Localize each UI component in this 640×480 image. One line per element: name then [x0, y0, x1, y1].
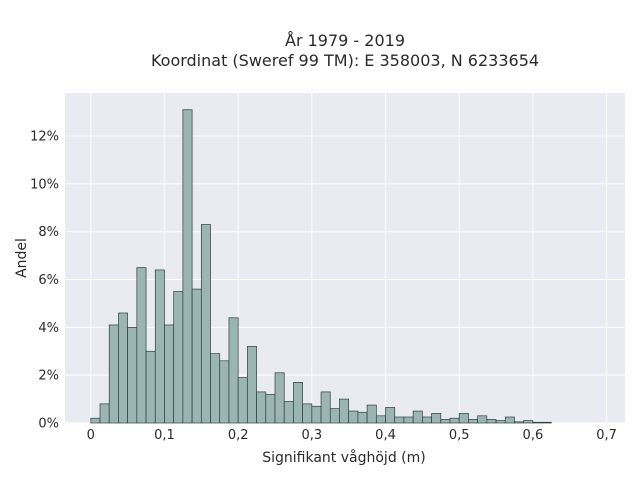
histogram-bar-43: [486, 419, 497, 424]
y-axis-ticks: 0% 2% 4% 6% 8% 10% 12%: [30, 130, 59, 432]
histogram-bar-11: [191, 288, 202, 424]
x-tick-label-2: 0,2: [228, 428, 249, 443]
y-tick-label-1: 2%: [38, 369, 59, 384]
histogram-bar-34: [403, 416, 414, 424]
histogram-bar-0: [90, 417, 101, 424]
y-tick-label-2: 4%: [38, 321, 59, 336]
histogram-bar-39: [449, 417, 460, 424]
histogram-bar-32: [385, 407, 396, 424]
histogram-bar-22: [293, 381, 303, 424]
histogram-bar-16: [237, 377, 248, 424]
histogram-bar-10: [182, 109, 193, 424]
histogram-bar-5: [136, 267, 147, 424]
x-axis-label: Signifikant våghöjd (m): [262, 449, 425, 466]
histogram-bar-3: [118, 312, 128, 424]
histogram-bar-9: [173, 291, 184, 424]
histogram-bar-14: [219, 360, 230, 424]
histogram-bar-18: [256, 391, 267, 424]
x-tick-label-5: 0,5: [449, 428, 470, 443]
histogram-bar-15: [228, 317, 239, 424]
histogram-bar-4: [127, 326, 138, 424]
x-tick-label-1: 0,1: [154, 428, 175, 443]
histogram-bar-35: [412, 410, 423, 424]
histogram-bar-8: [164, 324, 175, 424]
histogram-bar-31: [375, 415, 386, 424]
histogram-bar-36: [422, 416, 432, 424]
histogram-bar-38: [440, 419, 451, 424]
histogram-bar-45: [504, 416, 515, 424]
histogram-bar-7: [154, 269, 165, 424]
histogram-bar-19: [265, 393, 276, 424]
histogram-bar-46: [514, 421, 525, 424]
y-tick-label-3: 6%: [38, 273, 59, 288]
histogram-bar-37: [431, 413, 442, 424]
x-axis-ticks: 0 0,1 0,2 0,3 0,4 0,5 0,6 0,7: [87, 428, 617, 443]
histogram-bars: [90, 109, 552, 424]
y-axis-label: Andel: [14, 238, 30, 278]
histogram-bar-12: [200, 224, 211, 424]
histogram-bar-24: [311, 405, 322, 424]
x-tick-label-3: 0,3: [301, 428, 322, 443]
histogram-bar-49: [541, 421, 552, 424]
histogram-bar-25: [320, 391, 331, 424]
histogram-bar-17: [247, 346, 257, 424]
y-tick-label-5: 10%: [30, 177, 59, 192]
y-tick-label-4: 8%: [38, 225, 59, 240]
histogram-bar-13: [210, 353, 221, 424]
x-tick-label-4: 0,4: [375, 428, 396, 443]
chart-title-line-1: År 1979 - 2019: [285, 31, 405, 50]
histogram-bar-41: [468, 419, 478, 424]
chart-title-line-2: Koordinat (Sweref 99 TM): E 358003, N 62…: [151, 51, 539, 70]
histogram-bar-44: [495, 420, 506, 424]
x-tick-label-7: 0,7: [596, 428, 617, 443]
histogram-bar-42: [477, 415, 488, 424]
histogram-bar-33: [394, 416, 405, 424]
histogram-bar-1: [99, 403, 110, 424]
histogram-bar-20: [274, 372, 285, 424]
histogram-bar-21: [283, 401, 294, 424]
histogram-bar-47: [523, 420, 534, 424]
histogram-bar-23: [302, 403, 313, 424]
histogram-bar-26: [329, 408, 340, 424]
x-tick-label-6: 0,6: [523, 428, 544, 443]
histogram-bar-28: [348, 410, 359, 424]
histogram-bar-6: [145, 350, 156, 424]
y-tick-label-6: 12%: [30, 130, 59, 145]
histogram-bar-48: [532, 421, 543, 424]
x-tick-label-0: 0: [87, 428, 95, 443]
y-tick-label-0: 0%: [38, 417, 59, 432]
histogram-bar-27: [339, 398, 350, 424]
histogram-bar-2: [108, 324, 119, 424]
histogram-bar-29: [357, 411, 368, 424]
histogram-bar-40: [458, 413, 469, 424]
histogram-bar-30: [366, 404, 377, 424]
